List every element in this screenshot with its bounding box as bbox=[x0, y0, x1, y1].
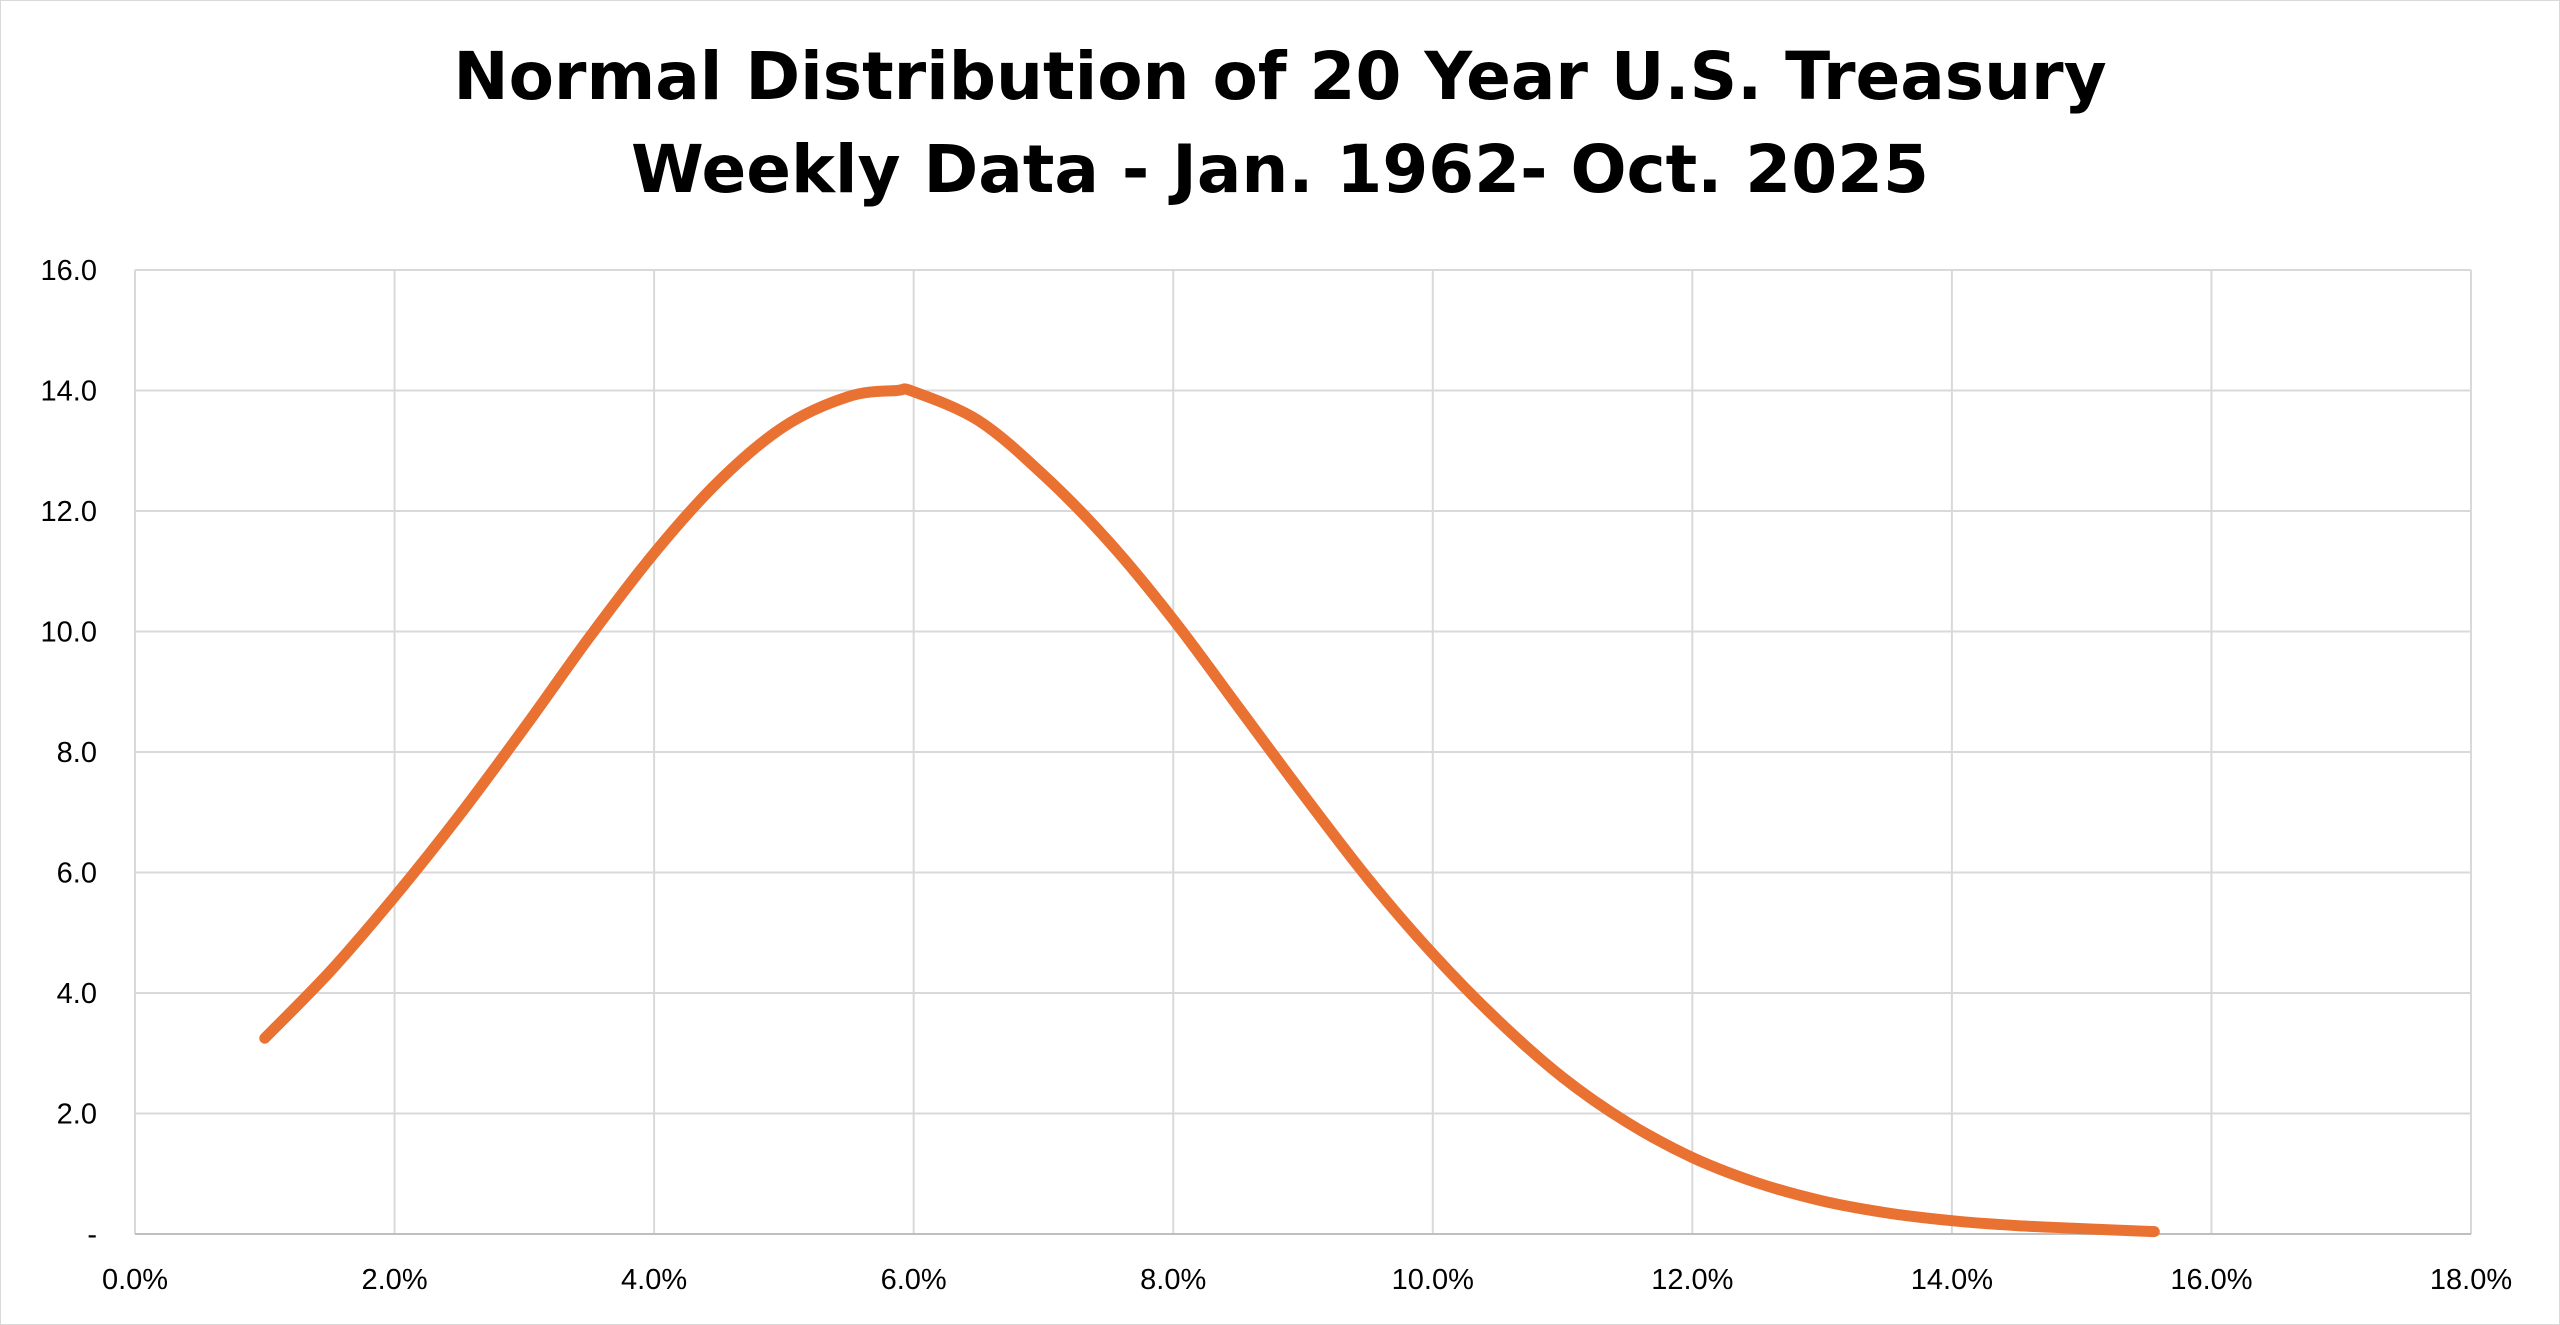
y-tick-label: 2.0 bbox=[57, 1099, 97, 1131]
x-tick-label: 10.0% bbox=[1392, 1264, 1474, 1296]
y-tick-label: 4.0 bbox=[57, 978, 97, 1010]
x-axis-tick-labels: 0.0% 2.0% 4.0% 6.0% 8.0% 10.0% 12.0% 14.0% 16.0%… bbox=[102, 1264, 2512, 1296]
y-tick-label: 10.0 bbox=[41, 617, 97, 649]
x-tick-label: 6.0% bbox=[881, 1264, 947, 1296]
normal-distribution-line bbox=[259, 383, 2160, 1238]
gridlines bbox=[134, 269, 2472, 1234]
y-tick-label: 12.0 bbox=[41, 496, 97, 528]
y-tick-label: - bbox=[87, 1219, 97, 1251]
chart-title-line-1: Normal Distribution of 20 Year U.S. Trea… bbox=[453, 38, 2106, 115]
y-tick-label: 16.0 bbox=[41, 255, 97, 287]
x-tick-label: 16.0% bbox=[2170, 1264, 2252, 1296]
x-tick-label: 2.0% bbox=[362, 1264, 428, 1296]
y-axis-tick-labels: - 2.0 4.0 6.0 8.0 10.0 12.0 14.0 16.0 bbox=[41, 255, 97, 1251]
chart-title: Normal Distribution of 20 Year U.S. Trea… bbox=[453, 38, 2106, 208]
x-tick-label: 8.0% bbox=[1140, 1264, 1206, 1296]
y-tick-label: 6.0 bbox=[57, 858, 97, 890]
y-tick-label: 8.0 bbox=[57, 737, 97, 769]
x-tick-label: 14.0% bbox=[1911, 1264, 1993, 1296]
x-tick-label: 4.0% bbox=[621, 1264, 687, 1296]
x-tick-label: 0.0% bbox=[102, 1264, 168, 1296]
x-tick-label: 18.0% bbox=[2430, 1264, 2512, 1296]
chart-title-line-2: Weekly Data - Jan. 1962- Oct. 2025 bbox=[631, 131, 1929, 208]
x-tick-label: 12.0% bbox=[1651, 1264, 1733, 1296]
y-tick-label: 14.0 bbox=[41, 376, 97, 408]
series bbox=[259, 383, 2160, 1238]
